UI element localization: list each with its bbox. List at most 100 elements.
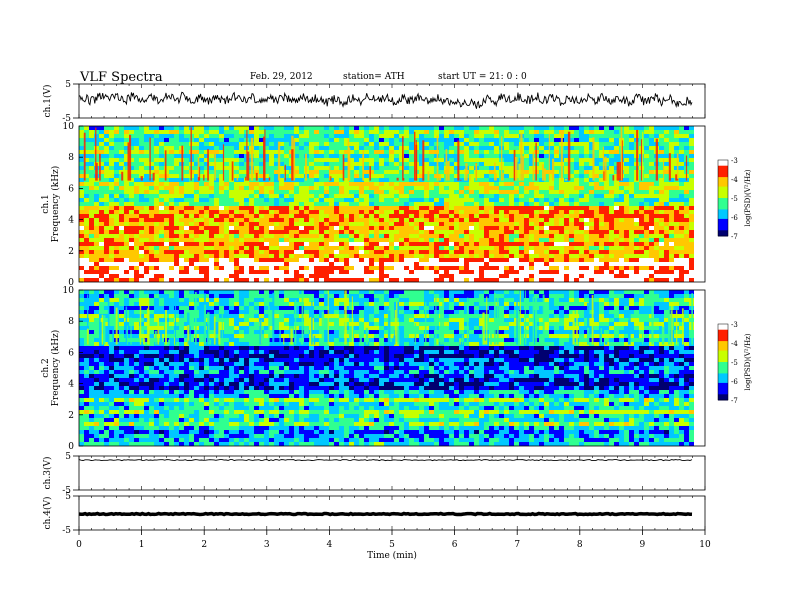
ch1-spectrogram-colorbar-segment (718, 169, 728, 172)
ch1-spectrogram-cell (324, 134, 329, 138)
ch1-spectrogram-cell (544, 166, 549, 170)
ch1-spectrogram-cell (149, 150, 154, 154)
ch1-spectrogram-cell (349, 138, 354, 142)
ch1-spectrogram-cell (529, 234, 534, 238)
ch1-spectrogram-sferic (501, 136, 503, 181)
ch1-spectrogram-cell (384, 270, 389, 274)
ch1-spectrogram-cell (254, 142, 259, 146)
ch1-spectrogram-cell (579, 258, 584, 262)
ch1-spectrogram-cell (364, 218, 369, 222)
ch1-spectrogram-cell (689, 258, 694, 262)
ch1-spectrogram-cell (429, 166, 434, 170)
ch1-spectrogram-cell (409, 138, 414, 142)
ch1-spectrogram-cell (434, 134, 439, 138)
ch1-spectrogram-cell (329, 146, 334, 150)
ch1-spectrogram-cell (304, 218, 309, 222)
ch1-spectrogram-cell (309, 126, 314, 130)
ch1-spectrogram-cell (524, 166, 529, 170)
ch1-spectrogram-cell (369, 186, 374, 190)
ch1-spectrogram-cell (319, 130, 324, 134)
ch1-spectrogram-cell (339, 186, 344, 190)
ch1-spectrogram-cell (674, 218, 679, 222)
ch1-spectrogram-cell (174, 230, 179, 234)
ch1-spectrogram-cell (554, 178, 559, 182)
ch1-spectrogram-cell (144, 234, 149, 238)
ch1-spectrogram-cell (644, 158, 649, 162)
ch1-spectrogram-cell (344, 234, 349, 238)
ch1-spectrogram-cell (224, 258, 229, 262)
ch1-spectrogram-cell (419, 270, 424, 274)
ch1-spectrogram-cell (79, 262, 84, 266)
ch1-spectrogram-cell (219, 246, 224, 250)
ch1-spectrogram-cell (144, 162, 149, 166)
ch1-spectrogram-cell (479, 146, 484, 150)
ch1-spectrogram-cell (124, 174, 129, 178)
ch1-spectrogram-cell (419, 182, 424, 186)
ch1-spectrogram-cell (489, 126, 494, 130)
ch1-spectrogram-cell (169, 246, 174, 250)
ch1-spectrogram-cell (189, 206, 194, 210)
ch1-spectrogram-cell (619, 186, 624, 190)
ch1-spectrogram-cell (264, 214, 269, 218)
ch1-spectrogram-cell (119, 142, 124, 146)
ch1-spectrogram-cell (594, 258, 599, 262)
ch1-spectrogram-cell (559, 206, 564, 210)
ch1-spectrogram-cell (544, 274, 549, 278)
ch1-spectrogram-cell (494, 198, 499, 202)
ch1-spectrogram-cell (209, 126, 214, 130)
ch1-spectrogram-cell (494, 158, 499, 162)
ch1-spectrogram-cell (294, 274, 299, 278)
ch1-spectrogram-cell (294, 190, 299, 194)
ch1-spectrogram-cell (414, 130, 419, 134)
ch1-spectrogram-sferic (457, 140, 460, 181)
ch1-spectrogram-cell (529, 138, 534, 142)
ch1-spectrogram-cell (659, 238, 664, 242)
ch1-spectrogram-cell (284, 170, 289, 174)
ch1-spectrogram-cell (579, 190, 584, 194)
ch1-spectrogram-cell (194, 162, 199, 166)
ch1-spectrogram-cell (149, 134, 154, 138)
ch1-spectrogram-cell (339, 182, 344, 186)
ch1-spectrogram-cell (579, 250, 584, 254)
ch1-spectrogram-cell (154, 150, 159, 154)
ch1-spectrogram-cell (459, 158, 464, 162)
ch1-spectrogram-cell (379, 178, 384, 182)
ch1-spectrogram-cell (284, 214, 289, 218)
ch1-spectrogram-cell (319, 198, 324, 202)
ch1-spectrogram-cell (394, 154, 399, 158)
ch1-spectrogram-cell (544, 138, 549, 142)
ch1-spectrogram-cell (279, 146, 284, 150)
ch1-spectrogram-cell (324, 174, 329, 178)
ch1-spectrogram-cell (449, 206, 454, 210)
ch1-spectrogram-cell (589, 142, 594, 146)
ch1-spectrogram-cell (599, 198, 604, 202)
ch1-spectrogram-cell (174, 170, 179, 174)
ch1-spectrogram-cell (244, 258, 249, 262)
ch1-spectrogram-cell (344, 166, 349, 170)
ch1-spectrogram-cell (629, 258, 634, 262)
ch1-spectrogram-cell (309, 134, 314, 138)
ch1-spectrogram-cell (189, 270, 194, 274)
ch1-spectrogram-cell (394, 206, 399, 210)
ch1-spectrogram-cell (309, 146, 314, 150)
ch1-spectrogram-cell (339, 270, 344, 274)
ch1-spectrogram-cell (494, 262, 499, 266)
ch1-spectrogram-cell (634, 190, 639, 194)
ch1-spectrogram-cell (574, 206, 579, 210)
ch1-spectrogram-colorbar-segment (718, 209, 728, 212)
ch1-spectrogram-cell (359, 238, 364, 242)
ch1-spectrogram-cell (334, 246, 339, 250)
ch1-spectrogram-cell (579, 218, 584, 222)
ch1-spectrogram-cell (689, 270, 694, 274)
ch1-spectrogram-cell (134, 166, 139, 170)
ch1-spectrogram-cell (624, 226, 629, 230)
ch1-spectrogram-cell (404, 162, 409, 166)
ch1-spectrogram-cell (189, 274, 194, 278)
ch1-spectrogram-cell (239, 210, 244, 214)
ch1-spectrogram-cell (154, 230, 159, 234)
ch1-spectrogram-cell (194, 274, 199, 278)
ch1-spectrogram-cell (119, 186, 124, 190)
ch1-spectrogram-cell (524, 154, 529, 158)
ch1-spectrogram-cell (574, 186, 579, 190)
ch1-spectrogram-cell (134, 274, 139, 278)
